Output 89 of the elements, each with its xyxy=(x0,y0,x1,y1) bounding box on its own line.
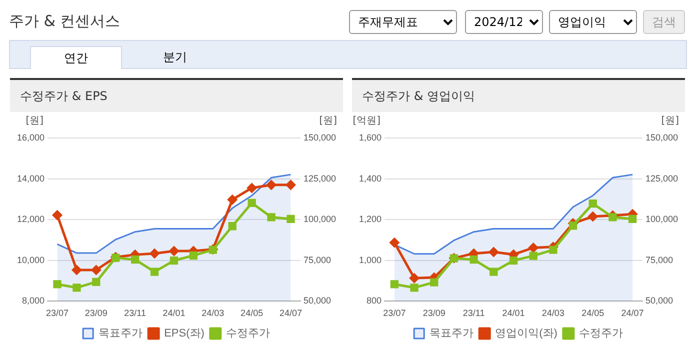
text: 분기 xyxy=(162,49,188,66)
x-tick-label: 23/07 xyxy=(383,308,406,318)
point xyxy=(549,246,558,254)
x-tick-label: 23/11 xyxy=(462,308,485,318)
y-tick-label: 1,400 xyxy=(358,173,382,184)
y-tick-label: 1,000 xyxy=(358,254,382,265)
text: 검색 xyxy=(643,10,685,34)
y-tick-label: 14,000 xyxy=(16,173,45,184)
y-axis-title: [억원] xyxy=(352,116,381,127)
y2-tick-label: 50,000 xyxy=(645,296,673,306)
y-tick-label: 1,600 xyxy=(358,132,382,142)
y2-tick-label: 50,000 xyxy=(303,296,331,306)
chart-title: 수정주가 & 영업이익 xyxy=(352,80,685,112)
x-tick-label: 23/09 xyxy=(422,308,446,318)
text: 영업이익 xyxy=(549,10,637,34)
x-tick-label: 23/11 xyxy=(124,308,146,318)
point xyxy=(430,278,438,286)
y2-axis-title: [원] xyxy=(661,116,680,127)
point xyxy=(72,284,81,292)
point xyxy=(390,280,399,288)
point xyxy=(170,256,178,265)
legend-label: 영업이익(좌) xyxy=(495,328,558,340)
text: 연간 xyxy=(30,46,122,69)
point xyxy=(628,214,637,224)
x-tick-label: 24/07 xyxy=(279,308,302,318)
y2-tick-label: 125,000 xyxy=(645,173,678,184)
point xyxy=(410,284,418,292)
y-tick-label: 12,000 xyxy=(16,214,45,224)
legend-label: 목표주가 xyxy=(98,328,143,340)
point xyxy=(189,251,198,260)
y-tick-label: 1,200 xyxy=(358,214,382,224)
y-tick-label: 16,000 xyxy=(16,132,45,142)
point xyxy=(488,247,498,257)
point xyxy=(286,214,295,224)
y2-axis-title: [원] xyxy=(319,116,338,127)
point xyxy=(131,256,140,264)
x-tick-label: 24/05 xyxy=(582,308,604,318)
y2-tick-label: 125,000 xyxy=(303,173,336,184)
point xyxy=(150,248,160,258)
x-tick-label: 23/09 xyxy=(84,308,108,318)
legend-label: 목표주가 xyxy=(430,328,474,340)
point xyxy=(248,198,256,208)
point xyxy=(410,273,420,283)
point xyxy=(588,212,598,222)
y-axis-title: [원] xyxy=(26,116,44,127)
y2-tick-label: 100,000 xyxy=(303,214,336,224)
point xyxy=(608,213,617,222)
y2-tick-label: 150,000 xyxy=(303,132,336,142)
point xyxy=(150,268,159,276)
y-tick-label: 10,000 xyxy=(16,254,45,265)
point xyxy=(228,222,236,230)
text: 주가 & 컨센서스 xyxy=(9,12,120,31)
point xyxy=(72,265,82,275)
point xyxy=(266,180,276,190)
chart-title: 수정주가 & EPS xyxy=(10,80,343,112)
x-tick-label: 23/07 xyxy=(46,308,69,318)
point xyxy=(470,256,478,264)
point xyxy=(52,210,62,220)
y-tick-label: 8,000 xyxy=(22,296,45,306)
point xyxy=(490,268,498,276)
x-tick-label: 24/03 xyxy=(202,308,224,318)
y2-tick-label: 75,000 xyxy=(645,254,673,265)
x-tick-label: 24/07 xyxy=(621,308,644,318)
y2-tick-label: 150,000 xyxy=(645,132,678,142)
y2-tick-label: 100,000 xyxy=(645,214,678,224)
y2-tick-label: 75,000 xyxy=(303,254,331,265)
x-tick-label: 24/05 xyxy=(240,308,264,318)
legend-label: 수정주가 xyxy=(578,328,623,340)
x-tick-label: 24/01 xyxy=(502,308,525,318)
point xyxy=(588,200,597,208)
text: 주재무제표 xyxy=(349,10,457,34)
legend-label: EPS(좌) xyxy=(164,328,204,340)
point xyxy=(91,265,101,275)
point xyxy=(568,222,578,230)
point xyxy=(286,180,296,190)
y-tick-label: 800 xyxy=(366,296,382,306)
point xyxy=(509,256,518,265)
point xyxy=(92,278,100,286)
point xyxy=(529,252,538,260)
x-tick-label: 24/01 xyxy=(162,308,186,318)
legend-label: 수정주가 xyxy=(226,328,270,340)
point xyxy=(53,280,62,288)
point xyxy=(390,238,400,248)
point xyxy=(267,213,276,222)
x-tick-label: 24/03 xyxy=(542,308,564,318)
point xyxy=(228,194,238,204)
point xyxy=(247,183,257,193)
point xyxy=(169,246,179,256)
point xyxy=(528,243,538,252)
